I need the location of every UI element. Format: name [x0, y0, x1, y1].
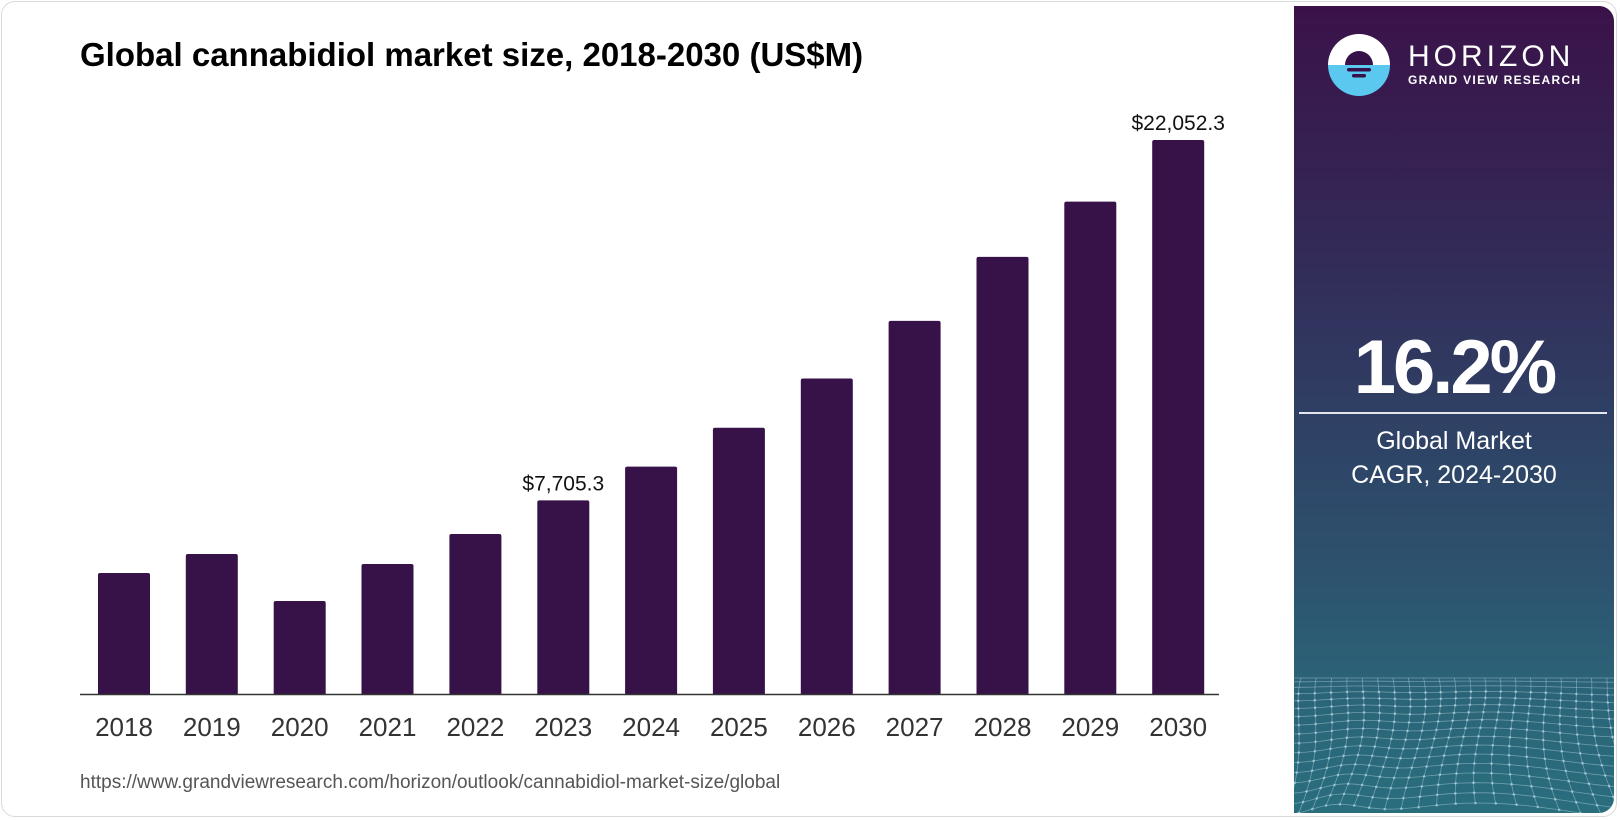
x-tick-label: 2024 — [622, 712, 680, 742]
bar-2018 — [98, 573, 150, 696]
source-url: https://www.grandviewresearch.com/horizo… — [80, 772, 781, 793]
brand-subtitle: GRAND VIEW RESEARCH — [1408, 73, 1582, 87]
horizon-sun-logo-icon — [1328, 34, 1390, 96]
x-tick-label: 2020 — [271, 712, 329, 742]
bar-2024 — [625, 466, 678, 696]
bar-chart: 2018 2019 2020 2021 2022 2023 2024 2025 2026 2027… — [80, 112, 1225, 742]
x-tick-label: 2022 — [446, 712, 504, 742]
bar-2020 — [273, 601, 326, 696]
brand-name: HORIZON — [1408, 40, 1575, 73]
x-tick-label: 2023 — [534, 712, 592, 742]
wave-mesh-decoration — [1294, 677, 1614, 813]
bar-2027 — [888, 320, 941, 696]
x-tick-label: 2021 — [359, 712, 417, 742]
bar-2029 — [1064, 201, 1117, 696]
x-tick-label: 2026 — [798, 712, 856, 742]
bar-2021 — [361, 564, 414, 696]
bar-2026 — [800, 378, 853, 696]
data-label-2023: $7,705.3 — [522, 472, 604, 495]
bar-2025 — [712, 427, 765, 696]
x-tick-label: 2025 — [710, 712, 768, 742]
x-tick-label: 2027 — [886, 712, 944, 742]
x-tick-label: 2019 — [183, 712, 241, 742]
bar-2030 — [1152, 140, 1205, 696]
cagr-value: 16.2% — [1353, 325, 1558, 410]
chart-title: Global cannabidiol market size, 2018-203… — [80, 36, 864, 73]
bar-2019 — [185, 554, 238, 696]
cagr-panel: HORIZON GRAND VIEW RESEARCH 16.2% Global… — [1294, 6, 1614, 813]
x-tick-label: 2018 — [95, 712, 153, 742]
cagr-divider — [1299, 412, 1607, 414]
bar-2028 — [976, 256, 1029, 696]
x-tick-label: 2030 — [1149, 712, 1207, 742]
cagr-label-line1: Global Market — [1376, 427, 1532, 455]
x-tick-label: 2028 — [974, 712, 1032, 742]
bar-2023 — [537, 500, 590, 696]
cagr-label-line2: CAGR, 2024-2030 — [1351, 461, 1557, 489]
data-label-2030: $22,052.3 — [1131, 112, 1224, 135]
bar-2022 — [449, 534, 502, 696]
x-tick-label: 2029 — [1061, 712, 1119, 742]
